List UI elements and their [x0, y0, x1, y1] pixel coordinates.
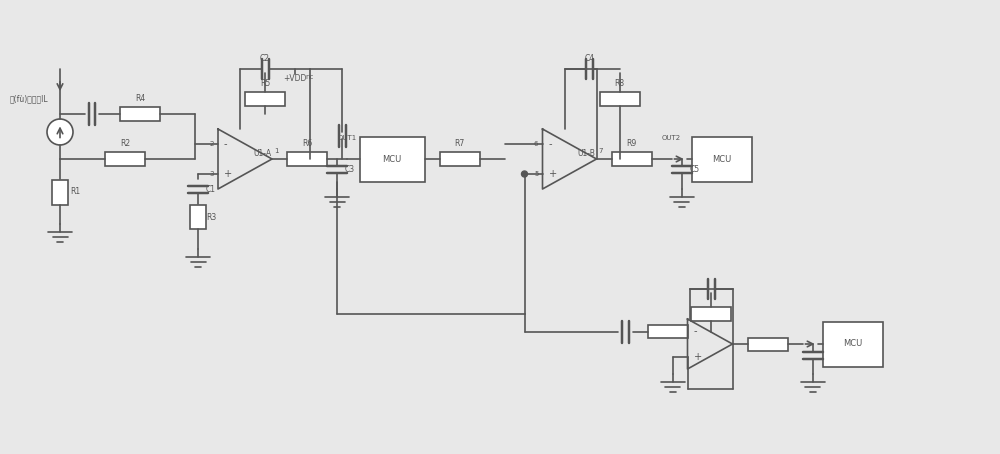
Text: U1-A: U1-A — [253, 148, 271, 158]
Text: C2: C2 — [260, 54, 270, 63]
Text: -: - — [694, 326, 697, 336]
Bar — [822, 321, 883, 366]
Bar — [748, 337, 788, 350]
Bar — [692, 137, 752, 182]
Text: 1: 1 — [274, 148, 278, 154]
Text: C3: C3 — [345, 164, 355, 173]
Bar — [612, 152, 652, 166]
Text: R7: R7 — [454, 139, 465, 148]
Text: 5: 5 — [534, 171, 538, 177]
Bar — [360, 137, 424, 182]
Text: +VDD: +VDD — [283, 74, 307, 83]
Bar — [648, 325, 688, 338]
Text: nc: nc — [306, 74, 314, 80]
Bar — [245, 92, 285, 106]
Text: +: + — [548, 169, 557, 179]
Bar — [600, 92, 640, 106]
Text: -: - — [224, 139, 228, 149]
Circle shape — [522, 171, 528, 177]
Text: MCU: MCU — [843, 340, 862, 349]
Text: 6: 6 — [534, 141, 538, 147]
Text: R2: R2 — [120, 139, 130, 148]
Text: R9: R9 — [626, 139, 637, 148]
Bar — [105, 152, 145, 166]
Text: R1: R1 — [70, 188, 80, 197]
Text: R8: R8 — [614, 79, 625, 88]
Text: C4: C4 — [584, 54, 595, 63]
Circle shape — [47, 119, 73, 145]
Text: 負(fù)載電流IL: 負(fù)載電流IL — [10, 94, 49, 104]
Bar — [52, 179, 68, 204]
Text: R5: R5 — [260, 79, 270, 88]
Text: R6: R6 — [302, 139, 312, 148]
Text: OUT1: OUT1 — [337, 135, 357, 141]
Text: U1-B: U1-B — [578, 148, 595, 158]
Text: +: + — [694, 351, 702, 361]
Text: C5: C5 — [690, 164, 700, 173]
Text: C1: C1 — [206, 184, 216, 193]
Bar — [120, 107, 160, 121]
Text: OUT2: OUT2 — [662, 135, 681, 141]
Text: MCU: MCU — [712, 154, 731, 163]
Text: +: + — [224, 169, 232, 179]
Bar — [190, 205, 206, 229]
Bar — [287, 152, 327, 166]
Bar — [440, 152, 480, 166]
Text: 7: 7 — [599, 148, 603, 154]
Text: MCU: MCU — [382, 154, 402, 163]
Text: -: - — [548, 139, 552, 149]
Text: 3: 3 — [210, 171, 214, 177]
Text: R4: R4 — [135, 94, 145, 103]
Text: R3: R3 — [206, 212, 216, 222]
Text: 2: 2 — [210, 141, 214, 147]
Bar — [691, 307, 731, 321]
